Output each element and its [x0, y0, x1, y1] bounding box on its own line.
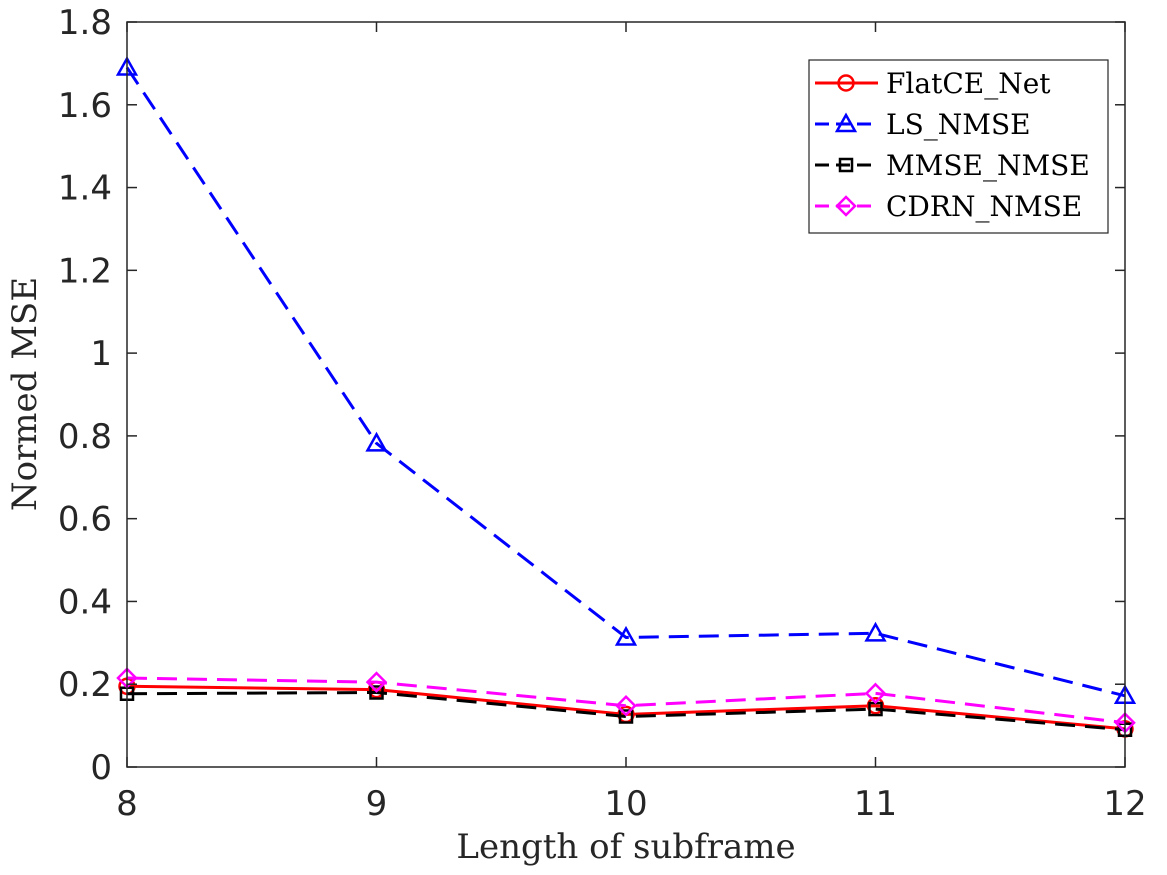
x-tick-label: 11 — [854, 784, 897, 824]
x-tick-label: 8 — [116, 784, 138, 824]
legend-marker — [834, 112, 858, 133]
y-tick-label: 0.2 — [58, 665, 112, 705]
x-axis-label: Length of subframe — [456, 827, 795, 867]
ls-nmse-point — [365, 431, 388, 452]
x-tick-label: 9 — [366, 784, 388, 824]
ls-nmse-point — [614, 625, 638, 646]
legend-item-mmse-nmse: MMSE_NMSE — [815, 149, 1090, 182]
mmse-nmse-point — [618, 709, 634, 724]
cdrn-nmse-line — [126, 676, 1126, 725]
legend-label: FlatCE_Net — [886, 67, 1051, 100]
y-axis-label: Normed MSE — [5, 277, 45, 511]
legend-marker — [838, 157, 854, 173]
y-tick-label: 0.6 — [58, 500, 112, 540]
legend-box — [808, 59, 1109, 234]
cdrn-nmse-point — [864, 682, 887, 705]
mmse-nmse-line — [126, 691, 1126, 732]
flatce-net-point — [866, 696, 885, 715]
legend: FlatCE_Net LS_NMSE MMSE_NMSE CDRN_NMSE — [808, 59, 1109, 234]
ticks-layer: 8 9 10 11 12 0 0.2 0.4 0.6 0.8 1 1.2 1.4 1.6 1.8 — [58, 3, 1147, 824]
legend-label: CDRN_NMSE — [886, 190, 1082, 223]
ls-nmse-series — [115, 55, 1137, 705]
ls-nmse-point — [864, 621, 887, 642]
legend-marker — [835, 195, 857, 217]
y-tick-label: 0 — [90, 748, 112, 788]
ls-nmse-line — [125, 66, 1126, 698]
x-tick-label: 10 — [604, 784, 647, 824]
y-tick-label: 1.6 — [58, 86, 112, 126]
x-tick-label: 12 — [1103, 784, 1146, 824]
legend-item-flatce-net: FlatCE_Net — [815, 67, 1051, 100]
legend-label: LS_NMSE — [886, 108, 1031, 141]
y-tick-label: 0.8 — [58, 417, 112, 457]
y-tick-label: 1.4 — [58, 169, 112, 209]
y-tick-label: 1 — [90, 334, 112, 374]
cdrn-nmse-point — [365, 671, 388, 693]
y-tick-label: 1.2 — [58, 251, 112, 291]
legend-item-cdrn-nmse: CDRN_NMSE — [815, 190, 1082, 223]
mmse-nmse-point — [369, 685, 384, 700]
legend-label: MMSE_NMSE — [886, 149, 1090, 182]
cdrn-nmse-point — [615, 694, 637, 717]
y-tick-label: 1.8 — [58, 3, 112, 43]
y-tick-label: 0.4 — [58, 582, 112, 622]
legend-marker — [837, 74, 855, 92]
legend-item-ls-nmse: LS_NMSE — [815, 108, 1031, 141]
